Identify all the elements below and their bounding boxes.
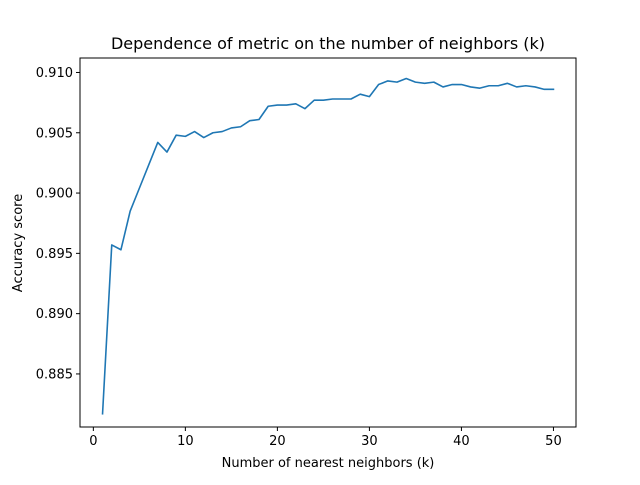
x-tick-label: 40: [453, 434, 470, 449]
x-tick-label: 20: [269, 434, 286, 449]
y-tick-label: 0.885: [36, 367, 73, 382]
x-tick-label: 10: [177, 434, 194, 449]
y-tick-label: 0.900: [36, 187, 73, 202]
y-tick-label: 0.910: [36, 66, 73, 81]
x-tick-label: 30: [361, 434, 378, 449]
y-tick-label: 0.890: [36, 307, 73, 322]
y-axis-title: Accuracy score: [11, 194, 26, 292]
chart-title: Dependence of metric on the number of ne…: [111, 34, 545, 53]
y-tick-label: 0.895: [36, 247, 73, 262]
x-tick-label: 50: [545, 434, 562, 449]
x-tick-label: 0: [89, 434, 97, 449]
x-axis-title: Number of nearest neighbors (k): [222, 456, 435, 471]
y-tick-label: 0.905: [36, 126, 73, 141]
